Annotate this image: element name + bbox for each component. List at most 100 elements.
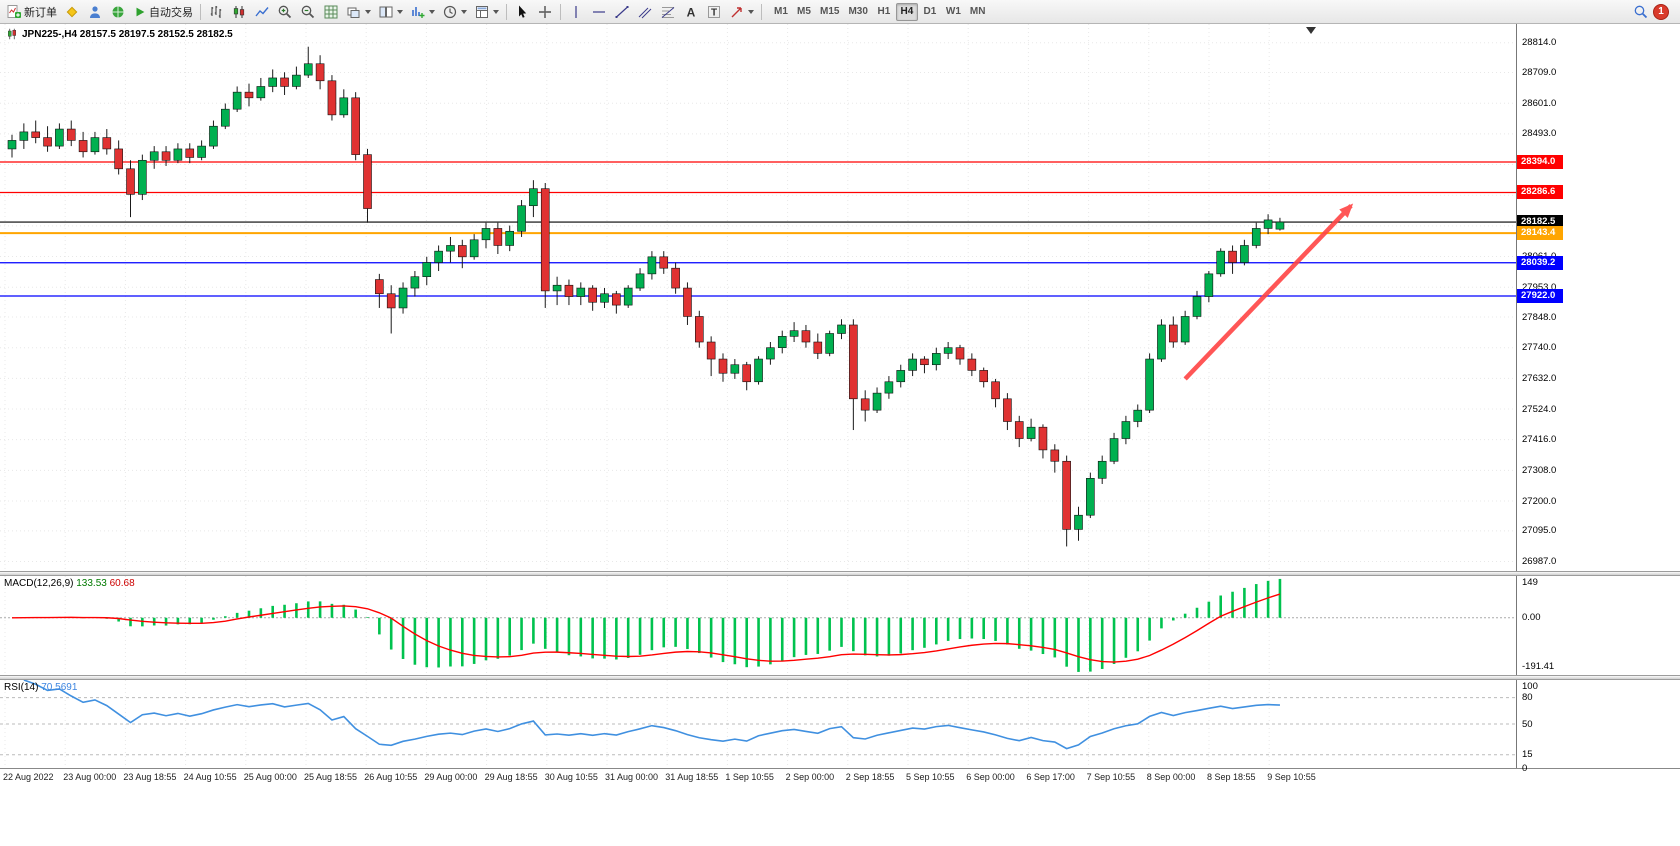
cascade-windows-icon bbox=[347, 7, 360, 18]
time-axis-tick: 6 Sep 17:00 bbox=[1026, 772, 1075, 782]
horizontal-line-tool-button[interactable] bbox=[588, 2, 610, 22]
chevron-down-icon bbox=[429, 9, 435, 14]
macd-axis-tick: 149 bbox=[1522, 577, 1538, 588]
tile-windows-icon bbox=[379, 6, 393, 17]
timeframe-mn[interactable]: MN bbox=[966, 3, 990, 21]
candle bbox=[1157, 324, 1166, 360]
label-tool-button[interactable]: T bbox=[703, 2, 725, 22]
fibonacci-icon bbox=[661, 6, 675, 18]
time-axis-tick: 30 Aug 10:55 bbox=[544, 772, 598, 782]
candle bbox=[43, 137, 52, 147]
tile-windows-button[interactable] bbox=[375, 2, 406, 22]
candle bbox=[1228, 250, 1237, 263]
timeframe-m5[interactable]: M5 bbox=[793, 3, 815, 21]
time-axis-tick: 9 Sep 10:55 bbox=[1267, 772, 1316, 782]
play-icon bbox=[136, 7, 145, 16]
candle bbox=[102, 137, 112, 150]
timeframe-h4[interactable]: H4 bbox=[895, 2, 918, 21]
channel-tool-button[interactable] bbox=[634, 2, 656, 22]
vertical-line-tool-button[interactable] bbox=[565, 2, 587, 22]
candle bbox=[623, 287, 633, 306]
time-axis-tick: 23 Aug 00:00 bbox=[63, 772, 117, 782]
candle bbox=[801, 330, 811, 343]
new-order-button[interactable]: 新订单 bbox=[3, 2, 60, 22]
symbol-ohlc-text: JPN225-,H4 28157.5 28197.5 28152.5 28182… bbox=[22, 28, 233, 40]
new-chart-icon bbox=[412, 6, 425, 18]
timeframe-toolbar: M1 M5 M15 M30 H1 H4 D1 W1 MN bbox=[770, 2, 990, 21]
candle bbox=[1062, 460, 1071, 530]
new-order-label: 新订单 bbox=[24, 6, 57, 19]
rsi-panel[interactable] bbox=[0, 680, 1516, 768]
profiles-button[interactable] bbox=[439, 2, 470, 22]
timeframe-w1[interactable]: W1 bbox=[942, 3, 965, 21]
main-chart-panel[interactable] bbox=[0, 24, 1516, 572]
trendline-tool-button[interactable] bbox=[611, 2, 633, 22]
chevron-down-icon bbox=[365, 9, 371, 14]
candle bbox=[161, 151, 171, 161]
candle bbox=[588, 287, 597, 303]
time-axis-tick: 22 Aug 2022 bbox=[3, 772, 54, 782]
price-axis-tick: 27632.0 bbox=[1522, 372, 1557, 384]
zoom-in-button[interactable] bbox=[274, 2, 296, 22]
candle bbox=[469, 239, 479, 258]
panel-divider[interactable] bbox=[0, 571, 1680, 576]
panel-divider[interactable] bbox=[0, 675, 1680, 680]
candle bbox=[529, 188, 538, 207]
toolbar-separator bbox=[761, 3, 762, 20]
cascade-windows-button[interactable] bbox=[343, 2, 374, 22]
candlestick-chart-button[interactable] bbox=[228, 2, 250, 22]
templates-button[interactable] bbox=[471, 2, 502, 22]
candle bbox=[754, 358, 763, 383]
line-chart-button[interactable] bbox=[251, 2, 273, 22]
time-axis-tick: 31 Aug 18:55 bbox=[665, 772, 719, 782]
trend-arrow[interactable] bbox=[1183, 203, 1354, 381]
cursor-button[interactable] bbox=[511, 2, 533, 22]
candle bbox=[1169, 324, 1178, 343]
macd-main-value: 133.53 bbox=[76, 578, 107, 589]
rsi-value: 70.5691 bbox=[41, 682, 78, 693]
candle bbox=[232, 91, 242, 110]
candle bbox=[766, 347, 775, 360]
candle bbox=[789, 330, 799, 337]
fibonacci-tool-button[interactable] bbox=[657, 2, 679, 22]
community-button[interactable] bbox=[107, 2, 129, 22]
candle bbox=[777, 336, 787, 348]
time-axis-tick: 8 Sep 00:00 bbox=[1146, 772, 1196, 782]
toolbar-separator bbox=[200, 3, 201, 20]
text-tool-button[interactable]: A bbox=[680, 2, 702, 22]
timeframe-m30[interactable]: M30 bbox=[844, 3, 871, 21]
timeframe-d1[interactable]: D1 bbox=[919, 3, 941, 21]
notification-badge[interactable]: 1 bbox=[1653, 3, 1669, 20]
new-chart-button[interactable] bbox=[407, 2, 438, 22]
candle bbox=[955, 347, 965, 360]
indicator-list-button[interactable] bbox=[320, 2, 342, 22]
account-button[interactable] bbox=[84, 2, 106, 22]
candle bbox=[244, 91, 254, 99]
candle bbox=[943, 347, 953, 354]
time-axis-strip bbox=[0, 768, 1680, 790]
timeframe-h1[interactable]: H1 bbox=[873, 3, 895, 21]
candle bbox=[315, 63, 325, 82]
candle bbox=[197, 145, 206, 158]
candle bbox=[1133, 409, 1143, 422]
price-axis-border bbox=[1516, 24, 1517, 768]
candle bbox=[706, 341, 716, 360]
candle bbox=[540, 188, 550, 292]
candle bbox=[1074, 514, 1083, 530]
crosshair-button[interactable] bbox=[534, 2, 556, 22]
metaquotes-button[interactable] bbox=[61, 2, 83, 22]
timeframe-m1[interactable]: M1 bbox=[770, 3, 792, 21]
macd-panel[interactable] bbox=[0, 576, 1516, 676]
time-axis-tick: 29 Aug 00:00 bbox=[424, 772, 478, 782]
candle bbox=[647, 256, 657, 275]
arrows-tool-button[interactable] bbox=[726, 2, 757, 22]
zoom-out-button[interactable] bbox=[297, 2, 319, 22]
timeframe-m15[interactable]: M15 bbox=[816, 3, 843, 21]
chart-shift-marker[interactable] bbox=[1306, 27, 1316, 34]
auto-trading-button[interactable]: 自动交易 bbox=[130, 2, 196, 22]
candle bbox=[967, 358, 977, 371]
bar-chart-button[interactable] bbox=[205, 2, 227, 22]
search-button[interactable] bbox=[1630, 2, 1652, 22]
macd-signal-line bbox=[11, 593, 1281, 663]
